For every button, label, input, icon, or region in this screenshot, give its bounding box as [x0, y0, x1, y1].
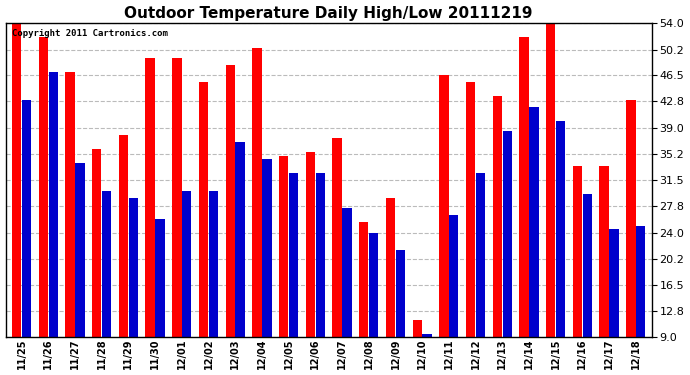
Bar — [75, 163, 85, 338]
Bar — [39, 37, 48, 338]
Bar — [466, 82, 475, 338]
Bar — [502, 131, 512, 338]
Bar — [529, 107, 539, 338]
Bar — [636, 226, 645, 338]
Bar — [199, 82, 208, 338]
Bar — [626, 100, 635, 338]
Bar — [315, 173, 325, 338]
Bar — [449, 215, 458, 338]
Bar — [12, 23, 21, 338]
Bar — [155, 219, 165, 338]
Bar — [172, 58, 181, 338]
Bar — [520, 37, 529, 338]
Bar — [209, 191, 218, 338]
Text: Copyright 2011 Cartronics.com: Copyright 2011 Cartronics.com — [12, 29, 168, 38]
Title: Outdoor Temperature Daily High/Low 20111219: Outdoor Temperature Daily High/Low 20111… — [124, 6, 533, 21]
Bar — [146, 58, 155, 338]
Bar — [422, 334, 432, 338]
Bar — [92, 149, 101, 338]
Bar — [48, 72, 58, 338]
Bar — [493, 96, 502, 338]
Bar — [476, 173, 485, 338]
Bar — [66, 72, 75, 338]
Bar — [359, 222, 368, 338]
Bar — [289, 173, 298, 338]
Bar — [262, 159, 272, 338]
Bar — [279, 156, 288, 338]
Bar — [119, 135, 128, 338]
Bar — [342, 208, 352, 338]
Bar — [556, 121, 565, 338]
Bar — [226, 65, 235, 338]
Bar — [395, 250, 405, 338]
Bar — [609, 229, 619, 338]
Bar — [369, 232, 378, 338]
Bar — [333, 138, 342, 338]
Bar — [600, 166, 609, 338]
Bar — [102, 191, 111, 338]
Bar — [182, 191, 191, 338]
Bar — [546, 23, 555, 338]
Bar — [573, 166, 582, 338]
Bar — [440, 75, 449, 338]
Bar — [22, 100, 31, 338]
Bar — [413, 320, 422, 338]
Bar — [253, 48, 262, 338]
Bar — [235, 142, 245, 338]
Bar — [306, 152, 315, 338]
Bar — [582, 194, 592, 338]
Bar — [128, 198, 138, 338]
Bar — [386, 198, 395, 338]
